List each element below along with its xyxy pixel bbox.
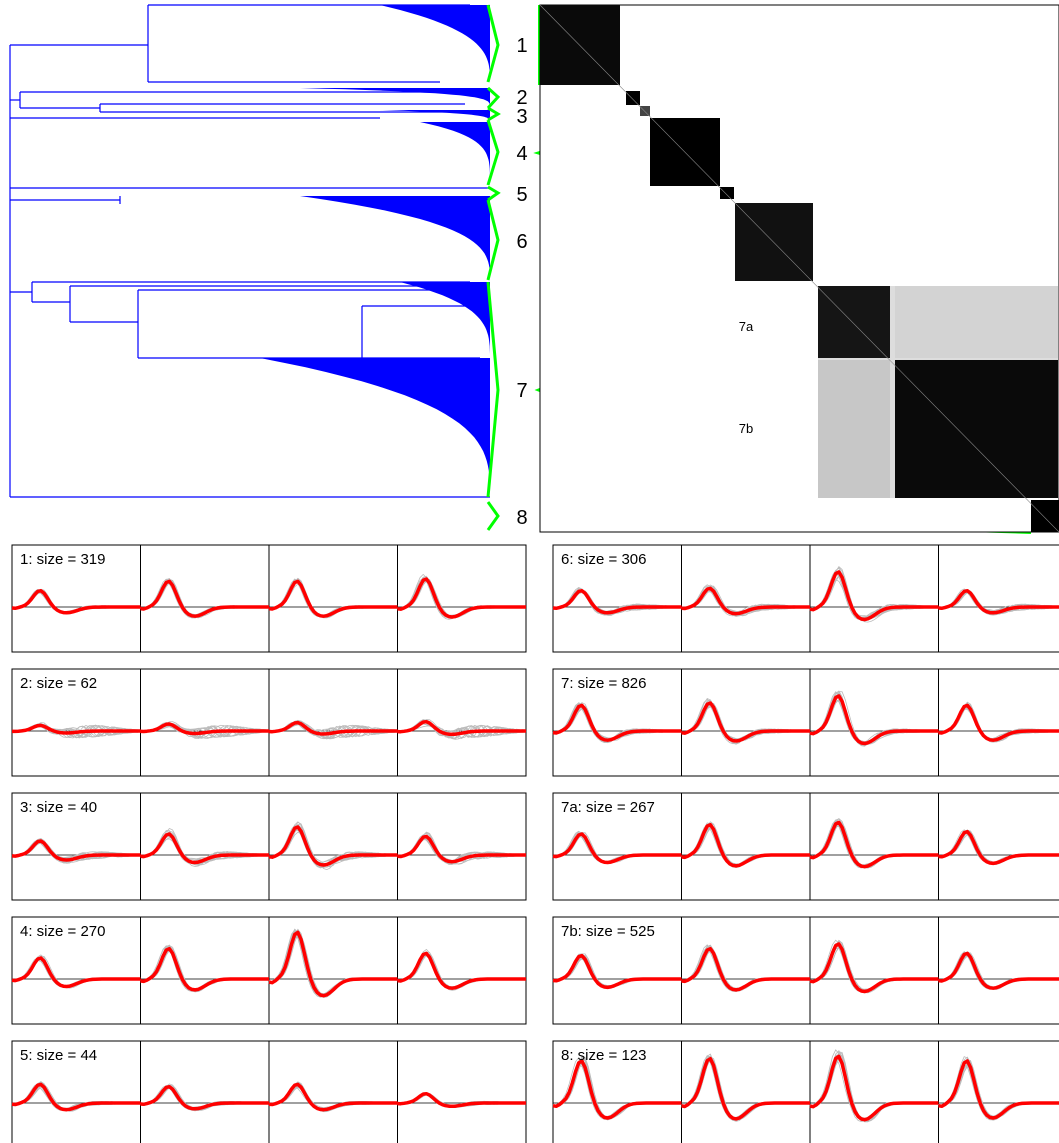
waveform-panel: 7: size = 826 xyxy=(552,668,1059,777)
panel-title: 4: size = 270 xyxy=(20,923,105,940)
mean-waveform xyxy=(552,570,1059,622)
mean-waveform xyxy=(552,820,1059,869)
sample-waveform xyxy=(11,723,527,739)
dendrogram-fan xyxy=(260,358,490,498)
block-2 xyxy=(626,91,640,105)
block-7b7a xyxy=(818,360,890,498)
bracket-8 xyxy=(486,501,500,531)
waveform-panel: 8: size = 123 xyxy=(552,1040,1059,1143)
sample-waveform xyxy=(11,825,527,869)
waveform-panel: 7a: size = 267 xyxy=(552,792,1059,901)
sample-waveform xyxy=(11,719,527,739)
panel-title: 5: size = 44 xyxy=(20,1047,97,1064)
bracket-2 xyxy=(486,86,501,110)
panel-title: 7a: size = 267 xyxy=(561,799,655,816)
panel-title: 3: size = 40 xyxy=(20,799,97,816)
cluster-label-1: 1 xyxy=(516,35,527,57)
bracket-4 xyxy=(486,119,500,186)
block-3 xyxy=(640,106,650,116)
dendrogram-fan xyxy=(420,122,490,188)
block-5 xyxy=(720,187,734,199)
mean-waveform xyxy=(11,1082,526,1112)
similarity-matrix xyxy=(539,4,1059,533)
waveform-panel: 2: size = 62 xyxy=(11,668,527,777)
cluster-label-4: 4 xyxy=(516,143,527,165)
mean-waveform xyxy=(552,1054,1059,1122)
dendrogram xyxy=(9,4,490,498)
mean-waveform xyxy=(11,930,526,998)
mean-waveform xyxy=(552,694,1059,746)
cluster-label-8: 8 xyxy=(516,507,527,529)
sample-waveform xyxy=(11,721,527,740)
dendrogram-fan xyxy=(380,5,490,82)
cluster-label-7: 7 xyxy=(516,380,527,402)
dendrogram-fan xyxy=(400,282,490,362)
block-7a xyxy=(818,286,890,358)
panel-title: 1: size = 319 xyxy=(20,551,105,568)
bracket-3 xyxy=(487,106,501,122)
matrix-diagonal xyxy=(539,4,1059,533)
bracket-1 xyxy=(486,4,500,83)
mean-waveform xyxy=(11,577,526,619)
bracket-6 xyxy=(486,199,500,281)
block-8 xyxy=(1031,500,1059,532)
cluster-label-2: 2 xyxy=(516,87,527,109)
waveform-panel: 1: size = 319 xyxy=(11,544,527,653)
bracket-7 xyxy=(486,281,500,498)
subcluster-label-7a: 7a xyxy=(739,319,754,334)
waveform-panel: 6: size = 306 xyxy=(552,544,1059,653)
dendrogram-fan xyxy=(300,88,490,108)
subcluster-label-7b: 7b xyxy=(739,421,753,436)
waveform-panel: 4: size = 270 xyxy=(11,916,527,1025)
cluster-label-6: 6 xyxy=(516,231,527,253)
dendrogram-fan xyxy=(380,110,490,122)
panel-title: 8: size = 123 xyxy=(561,1047,646,1064)
waveform-panel: 7b: size = 525 xyxy=(552,916,1059,1025)
dendrogram-fan xyxy=(300,196,490,282)
mean-waveform xyxy=(12,719,526,737)
block-7b xyxy=(895,360,1058,498)
panel-title: 2: size = 62 xyxy=(20,675,97,692)
panel-title: 7: size = 826 xyxy=(561,675,646,692)
mean-waveform xyxy=(11,825,526,867)
waveform-panels: 1: size = 319 2: size = 62 3: size = 40 4: … xyxy=(11,544,1059,1143)
panel-title: 7b: size = 525 xyxy=(561,923,655,940)
waveform-panel: 3: size = 40 xyxy=(11,792,527,901)
cluster-label-3: 3 xyxy=(516,106,527,128)
sample-waveform xyxy=(11,719,527,739)
block-7a7b xyxy=(895,286,1058,358)
sample-waveform xyxy=(11,824,526,869)
mean-waveform xyxy=(552,942,1059,994)
bracket-5 xyxy=(487,185,501,202)
cluster-label-5: 5 xyxy=(516,184,527,206)
waveform-panel: 5: size = 44 xyxy=(11,1040,527,1143)
panel-title: 6: size = 306 xyxy=(561,551,646,568)
